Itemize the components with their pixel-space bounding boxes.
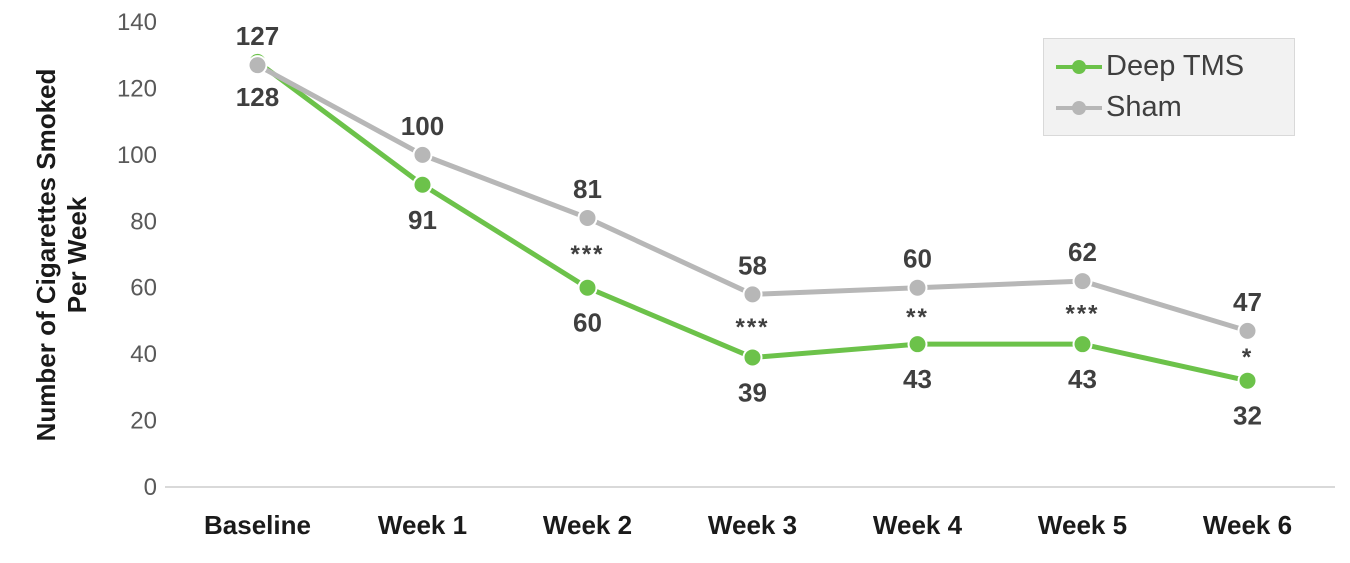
series-marker-deep-tms [742, 347, 763, 368]
significance-marker: *** [735, 314, 769, 341]
series-marker-sham [412, 144, 433, 165]
data-label-sham: 81 [573, 174, 602, 204]
significance-marker: *** [1065, 301, 1099, 328]
y-axis-title-line2: Per Week [62, 196, 92, 314]
significance-marker: ** [906, 304, 929, 331]
series-marker-sham [907, 277, 928, 298]
series-marker-deep-tms [412, 174, 433, 195]
series-marker-deep-tms [1237, 370, 1258, 391]
deep-tms-line-marker-icon [1056, 58, 1102, 76]
series-marker-sham [1072, 271, 1093, 292]
legend: Deep TMS Sham [1043, 38, 1295, 136]
sham-line-marker-icon [1056, 99, 1102, 117]
series-marker-deep-tms [577, 277, 598, 298]
series-marker-sham [1237, 320, 1258, 341]
data-label-deep-tms: 60 [573, 308, 602, 338]
series-marker-deep-tms [1072, 334, 1093, 355]
legend-label-deep-tms: Deep TMS [1106, 50, 1245, 82]
y-tick-label: 20 [130, 408, 157, 435]
data-label-deep-tms: 128 [236, 82, 279, 112]
data-label-sham: 58 [738, 250, 767, 280]
y-axis-title-line1: Number of Cigarettes Smoked [31, 68, 61, 442]
x-category-label: Week 5 [1038, 510, 1127, 540]
x-category-label: Week 3 [708, 510, 797, 540]
y-tick-label: 80 [130, 208, 157, 235]
series-marker-sham [742, 284, 763, 305]
y-tick-label: 40 [130, 341, 157, 368]
x-category-label: Week 4 [873, 510, 963, 540]
data-label-sham: 60 [903, 244, 932, 274]
significance-marker: *** [570, 241, 604, 268]
data-label-deep-tms: 91 [408, 205, 437, 235]
data-label-deep-tms: 32 [1233, 401, 1262, 431]
series-marker-sham [247, 55, 268, 76]
y-tick-label: 140 [117, 9, 157, 36]
x-category-label: Week 1 [378, 510, 467, 540]
data-label-deep-tms: 43 [1068, 364, 1097, 394]
x-category-label: Week 6 [1203, 510, 1292, 540]
data-label-sham: 127 [236, 21, 279, 51]
y-tick-label: 0 [144, 474, 157, 501]
data-label-sham: 62 [1068, 237, 1097, 267]
x-category-label: Baseline [204, 510, 311, 540]
data-label-sham: 47 [1233, 287, 1262, 317]
legend-item-deep-tms: Deep TMS [1056, 46, 1282, 87]
y-axis-title: Number of Cigarettes Smoked Per Week [31, 5, 93, 505]
y-tick-label: 120 [117, 75, 157, 102]
legend-label-sham: Sham [1106, 91, 1182, 123]
series-marker-deep-tms [907, 334, 928, 355]
data-label-deep-tms: 43 [903, 364, 932, 394]
significance-marker: * [1242, 344, 1253, 371]
data-label-sham: 100 [401, 111, 444, 141]
y-tick-label: 100 [117, 142, 157, 169]
y-tick-label: 60 [130, 275, 157, 302]
series-marker-sham [577, 207, 598, 228]
data-label-deep-tms: 39 [738, 377, 767, 407]
x-category-label: Week 2 [543, 510, 632, 540]
legend-item-sham: Sham [1056, 87, 1282, 128]
